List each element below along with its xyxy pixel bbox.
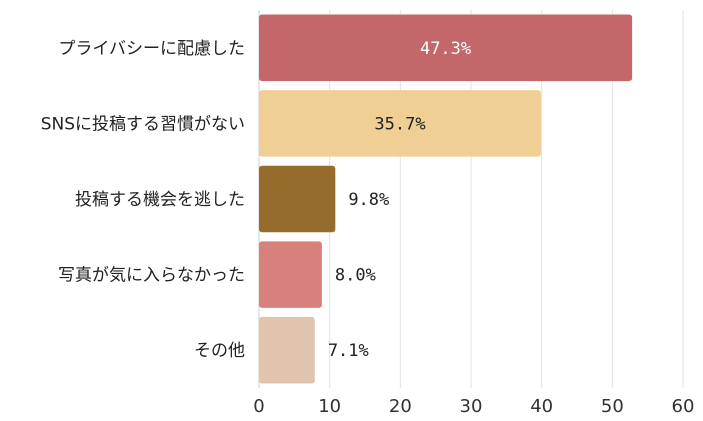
x-tick-label: 60 [672, 396, 695, 417]
x-tick-label: 0 [253, 396, 264, 417]
x-tick-label: 10 [318, 396, 341, 417]
category-label: その他 [194, 341, 245, 361]
labels: 0 10 20 30 40 50 60 プライバシーに配慮した 47.3% SNSに投稿する習慣が… [41, 39, 695, 417]
x-tick-label: 50 [601, 396, 624, 417]
data-label: 9.8% [348, 190, 389, 210]
x-tick-label: 30 [460, 396, 483, 417]
data-label: 8.0% [335, 266, 376, 286]
data-label: 7.1% [328, 341, 369, 361]
bar [259, 14, 633, 82]
category-label: SNSに投稿する習慣がない [41, 114, 245, 134]
bars [259, 14, 633, 384]
category-label: 写真が気に入らなかった [58, 266, 245, 286]
bar [259, 316, 315, 384]
category-label: 投稿する機会を逃した [75, 190, 245, 210]
x-tick-label: 20 [389, 396, 412, 417]
bar [259, 165, 336, 233]
data-label: 47.3% [420, 39, 471, 59]
x-tick-label: 40 [530, 396, 553, 417]
data-label: 35.7% [374, 114, 425, 134]
bar [259, 241, 322, 308]
bar [259, 90, 541, 157]
category-label: プライバシーに配慮した [58, 39, 245, 59]
